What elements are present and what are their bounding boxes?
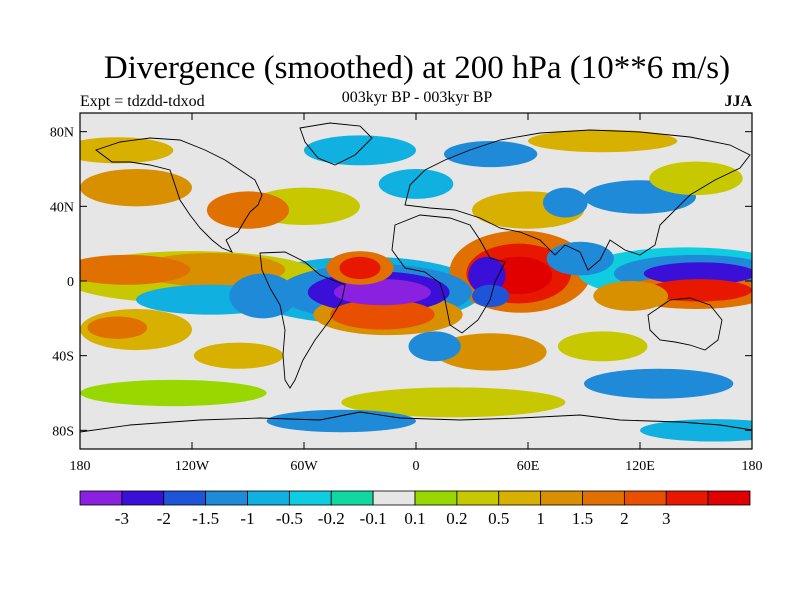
lon-tick-label: 180 [70, 459, 91, 474]
contour-blob [193, 342, 284, 369]
contour-blob [434, 333, 547, 371]
colorbar-swatch [498, 490, 542, 506]
colorbar-swatch [372, 490, 416, 506]
contour-blob [640, 419, 752, 442]
contour-blob [80, 169, 192, 207]
plot-title: Divergence (smoothed) at 200 hPa (10**6 … [103, 50, 731, 86]
coastline-south-america [259, 251, 346, 389]
coastline-europe-asia [404, 129, 751, 271]
colorbar-swatch [121, 490, 165, 506]
colorbar-label: -0.1 [360, 509, 387, 528]
contour-blob [80, 137, 174, 164]
contour-blob [266, 409, 416, 433]
colorbar-label: -3 [115, 509, 129, 528]
colorbar-swatch [330, 490, 374, 506]
coastline-australia [647, 297, 723, 351]
coastline-greenland [299, 122, 373, 166]
colorbar: -3 -2 -1.5 -1 -0.5 -0.2 -0.1 0.1 0.2 0.5 1 1.5 2 3 [79, 490, 751, 528]
colorbar-swatch [414, 490, 458, 506]
lon-tick-label: 0 [413, 459, 420, 474]
colorbar-swatch [247, 490, 290, 506]
map-axes: 80N 40N 0 40S 80S 180 120W 60W 0 60E 120E 180 [50, 113, 763, 474]
contour-blob [341, 387, 566, 418]
experiment-label: Expt = tdzdd-tdxod [80, 93, 205, 110]
lon-tick-label: 60W [290, 459, 318, 474]
contour-blob [80, 254, 191, 285]
lon-tick-label: 180 [742, 459, 763, 474]
colorbar-label: 0.5 [488, 509, 509, 528]
contour-blob [647, 279, 752, 302]
lat-tick-label: 40S [52, 350, 74, 365]
contour-blob [80, 379, 267, 407]
contour-blob [339, 256, 381, 280]
contour-blob [330, 299, 435, 330]
colorbar-swatch [623, 490, 667, 506]
contour-blob [87, 316, 148, 339]
lat-tick-label: 40N [50, 200, 74, 215]
colorbar-swatch [707, 490, 751, 506]
contour-blob [333, 279, 431, 306]
lat-tick-label: 80S [52, 424, 74, 439]
contour-blob [528, 129, 678, 153]
colorbar-label: 2 [620, 509, 629, 528]
contour-fill-layer [80, 129, 752, 442]
colorbar-swatch [288, 490, 332, 506]
season-label: JJA [724, 93, 752, 110]
colorbar-label: -1.5 [192, 509, 219, 528]
colorbar-swatch [163, 490, 207, 506]
coastline-north-america [95, 137, 263, 253]
colorbar-label: -0.2 [318, 509, 345, 528]
lat-tick-label: 80N [50, 126, 74, 141]
colorbar-swatch [582, 490, 625, 506]
coastline-layer [80, 122, 752, 433]
contour-blob [444, 141, 538, 168]
coastline-africa [391, 214, 506, 334]
colorbar-label: 1 [536, 509, 545, 528]
contour-blob [557, 331, 648, 362]
colorbar-swatch [540, 490, 583, 506]
colorbar-swatch [79, 490, 123, 506]
contour-blob [408, 331, 461, 362]
contour-blob [468, 256, 506, 295]
colorbar-swatch [205, 490, 248, 506]
coastline-antarctica [80, 411, 752, 433]
contour-blob [546, 241, 614, 276]
contour-blob [229, 273, 297, 319]
contour-blob [542, 187, 588, 218]
colorbar-label: -0.5 [276, 509, 303, 528]
lon-tick-label: 120W [175, 459, 210, 474]
lat-tick-label: 0 [67, 275, 74, 290]
colorbar-label: -1 [240, 509, 254, 528]
contour-blob [649, 161, 743, 196]
contour-blob [206, 191, 290, 229]
contour-blob [643, 262, 752, 285]
contour-blob [378, 169, 454, 199]
contour-blob [584, 368, 734, 399]
colorbar-label: 0.2 [446, 509, 467, 528]
colorbar-swatch [665, 490, 709, 506]
colorbar-swatch [456, 490, 500, 506]
contour-blob [593, 281, 669, 311]
colorbar-label: 1.5 [572, 509, 593, 528]
plot-subtitle: 003kyr BP - 003kyr BP [341, 89, 493, 106]
lon-tick-label: 120E [625, 459, 655, 474]
colorbar-label: 0.1 [404, 509, 425, 528]
colorbar-label: 3 [662, 509, 671, 528]
colorbar-label: -2 [157, 509, 171, 528]
lon-tick-label: 60E [517, 459, 540, 474]
